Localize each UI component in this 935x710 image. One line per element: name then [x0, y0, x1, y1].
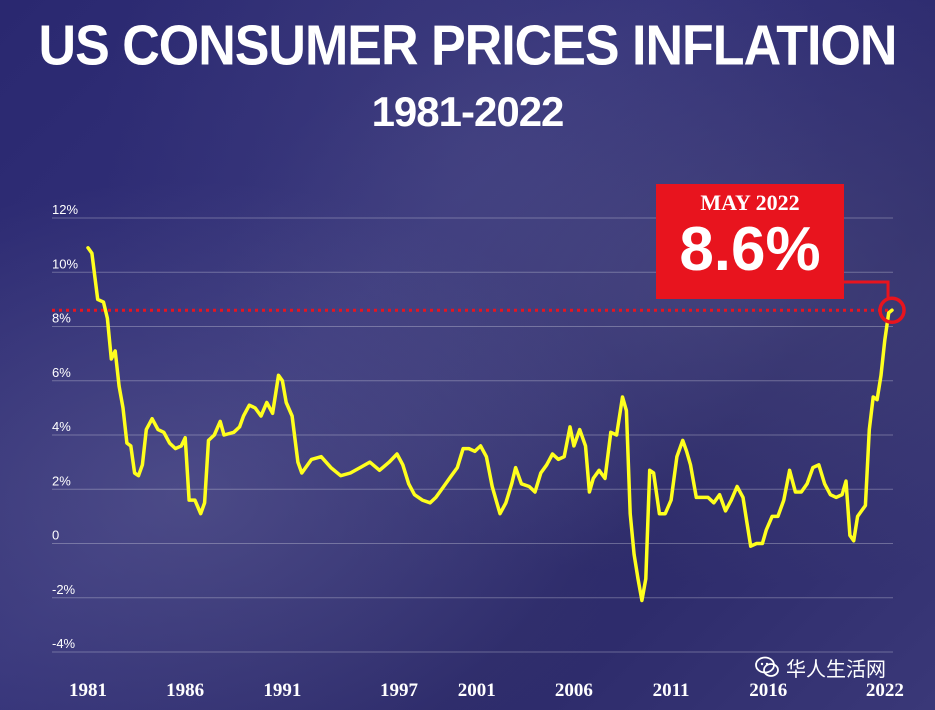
- x-tick-label: 2011: [653, 680, 690, 701]
- x-tick-label: 2022: [866, 680, 904, 701]
- y-tick-label: 6%: [52, 365, 71, 380]
- y-tick-label: 10%: [52, 256, 78, 271]
- y-axis-ticks: 12% 10% 8% 6% 4% 2% 0 -2% -4%: [52, 202, 78, 651]
- x-tick-label: 2001: [458, 680, 496, 701]
- chart-subtitle: 1981-2022: [371, 88, 565, 135]
- callout-value: 8.6%: [679, 215, 821, 284]
- highlight-marker-group: [844, 280, 906, 324]
- x-tick-label: 1991: [263, 680, 301, 701]
- y-tick-label: 2%: [52, 473, 71, 488]
- x-tick-label: 1986: [166, 680, 204, 701]
- chart-title: US CONSUMER PRICES INFLATION: [38, 14, 898, 78]
- y-tick-label: -2%: [52, 582, 76, 597]
- y-tick-label: 4%: [52, 419, 71, 434]
- x-axis-ticks: 1981 1986 1991 1997 2001 2006 2011 2016 2022: [69, 680, 904, 701]
- watermark-text: 华人生活网: [786, 656, 886, 681]
- x-tick-label: 1997: [380, 680, 419, 701]
- x-tick-label: 2016: [749, 680, 787, 701]
- y-tick-label: 12%: [52, 202, 78, 217]
- watermark: 华人生活网: [754, 654, 886, 681]
- latest-value-callout: MAY 2022 8.6%: [656, 184, 844, 299]
- series-group: [86, 246, 894, 603]
- y-tick-label: 8%: [52, 311, 71, 326]
- y-tick-label: 0: [52, 528, 59, 543]
- highlight-circle: [878, 296, 906, 324]
- callout-connector: [844, 280, 890, 299]
- y-tick-label: -4%: [52, 636, 76, 651]
- callout-label: MAY 2022: [700, 190, 800, 215]
- x-tick-label: 2006: [555, 680, 593, 701]
- x-tick-label: 1981: [69, 680, 107, 701]
- chat-bubble-icon: [755, 656, 779, 677]
- series-line-0: [86, 246, 894, 603]
